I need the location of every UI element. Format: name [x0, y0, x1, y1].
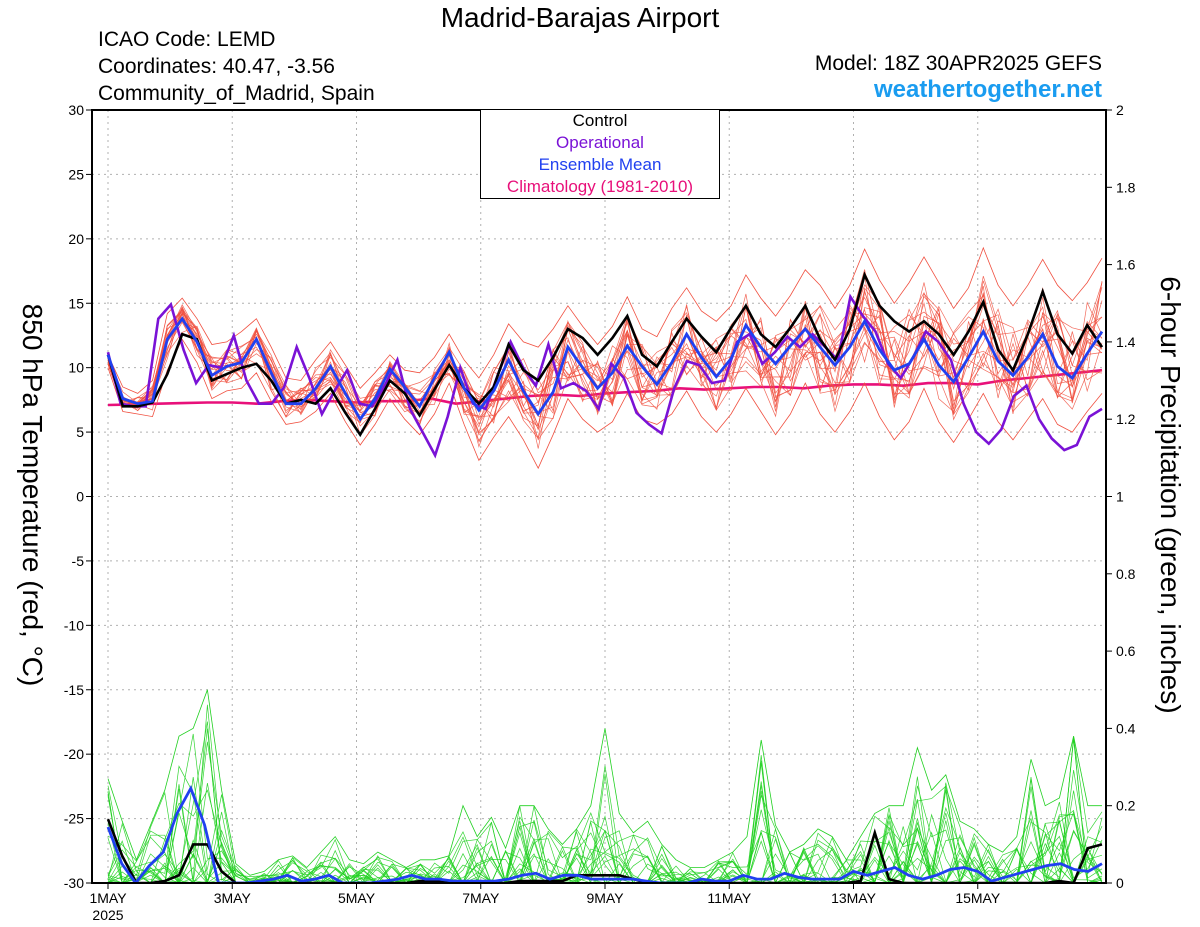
x-tick-label: 5MAY — [338, 890, 376, 906]
precip-member-line — [107, 736, 1102, 883]
ensemble-mean-precip-line — [106, 784, 1103, 883]
precip-member-line — [107, 755, 1103, 883]
icao-code: ICAO Code: LEMD — [98, 28, 276, 51]
y2-tick-label: 0.6 — [1116, 643, 1136, 659]
precip-member-line — [108, 788, 1103, 883]
y2-tick-label: 1.2 — [1116, 411, 1136, 427]
x-tick-label: 9MAY — [586, 890, 624, 906]
y-tick-label: -10 — [64, 617, 84, 633]
y2-tick-label: 1.8 — [1116, 179, 1136, 195]
site-link[interactable]: weathertogether.net — [873, 76, 1102, 103]
region-name: Community_of_Madrid, Spain — [98, 82, 375, 105]
y-tick-label: 30 — [68, 102, 84, 118]
x-tick-sublabel: 2025 — [92, 907, 123, 923]
control-temp-line — [106, 271, 1104, 438]
y-tick-label: 20 — [68, 231, 84, 247]
axes-layer: 302520151050-5-10-15-20-25-3021.81.61.41… — [64, 102, 1136, 923]
legend-control: Control — [572, 111, 628, 130]
x-tick-label: 11MAY — [707, 890, 751, 906]
control-precip-line — [106, 818, 1103, 883]
precip-member-line — [107, 741, 1103, 883]
precip-member-line — [107, 733, 1103, 883]
precip-member-line — [107, 704, 1103, 883]
temp-member-lower — [107, 338, 1103, 470]
x-tick-label: 13MAY — [831, 890, 877, 906]
coordinates: Coordinates: 40.47, -3.56 — [98, 55, 335, 78]
legend-operational: Operational — [556, 133, 644, 152]
ensemble-mean-temp-line — [106, 316, 1104, 422]
y-tick-label: 0 — [76, 489, 84, 505]
y2-tick-label: 0.8 — [1116, 566, 1136, 582]
legend-climatology: Climatology (1981-2010) — [506, 177, 694, 196]
y-tick-label: -25 — [64, 811, 84, 827]
legend-ensemble-mean: Ensemble Mean — [538, 155, 662, 174]
temp-member-line — [107, 294, 1103, 416]
y-tick-label: 15 — [68, 295, 84, 311]
y-tick-label: -5 — [72, 553, 85, 569]
grid-lines — [92, 110, 1106, 883]
operational-temp-line — [106, 293, 1103, 459]
y2-tick-label: 0 — [1116, 875, 1124, 891]
chart-title: Madrid-Barajas Airport — [440, 2, 720, 33]
legend: Control Operational Ensemble Mean Climat… — [480, 109, 720, 199]
series-layer — [106, 271, 1104, 883]
y-tick-label: -15 — [64, 682, 84, 698]
model-run: Model: 18Z 30APR2025 GEFS — [814, 52, 1102, 75]
y-tick-label: 25 — [68, 166, 84, 182]
plot-frame — [91, 109, 1107, 884]
y-tick-label: -20 — [64, 746, 84, 762]
y2-tick-label: 1 — [1116, 489, 1124, 505]
temp-member-line — [107, 286, 1103, 448]
x-tick-label: 3MAY — [214, 890, 252, 906]
y2-tick-label: 1.6 — [1116, 257, 1136, 273]
x-tick-label: 7MAY — [462, 890, 500, 906]
y-tick-label: -30 — [64, 875, 84, 891]
y2-tick-label: 0.4 — [1116, 720, 1136, 736]
precip-member-line — [107, 774, 1103, 883]
x-tick-label: 15MAY — [955, 890, 1001, 906]
y-tick-label: 5 — [76, 424, 84, 440]
temp-member-upper — [107, 246, 1103, 394]
y2-tick-label: 2 — [1116, 102, 1124, 118]
y2-tick-label: 1.4 — [1116, 334, 1136, 350]
x-tick-label: 1MAY — [89, 890, 127, 906]
y-tick-label: 10 — [68, 360, 84, 376]
precip-member-line — [107, 728, 1103, 883]
y2-tick-label: 0.2 — [1116, 798, 1136, 814]
precip-member-max — [107, 689, 1102, 876]
